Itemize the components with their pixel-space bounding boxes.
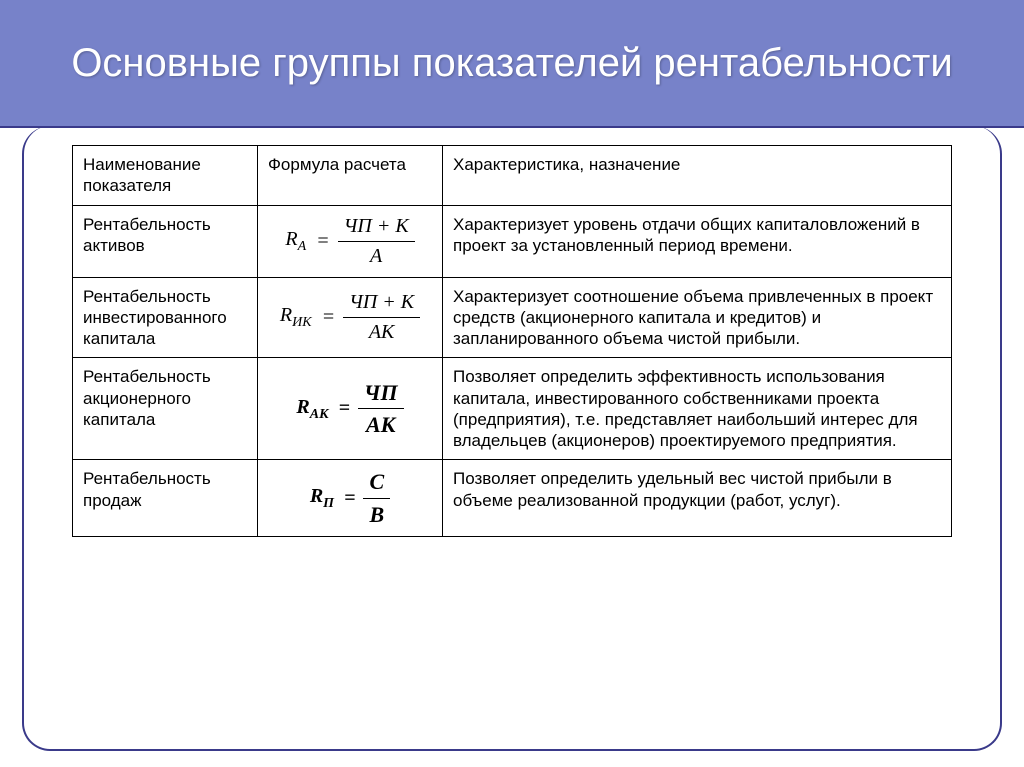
slide-title: Основные группы показателей рентабельнос… (71, 38, 952, 88)
col-header-description: Характеристика, назначение (443, 146, 952, 206)
col-header-formula: Формула расчета (258, 146, 443, 206)
formula-lhs-letter: R (285, 228, 297, 250)
formula-numerator: ЧП + К (338, 214, 415, 242)
table-row: Рентабельность продаж RП = С В Позволяет… (73, 460, 952, 537)
indicator-formula: RA = ЧП + К A (258, 205, 443, 277)
formula-numerator: ЧП + К (343, 290, 420, 318)
formula-denominator: АК (358, 409, 404, 439)
formula-lhs-letter: R (310, 485, 323, 507)
indicator-name: Рентабельность акционерного капитала (73, 358, 258, 460)
indicator-formula: RИК = ЧП + К АК (258, 277, 443, 358)
content-area: Наименование показателя Формула расчета … (72, 145, 952, 537)
indicator-description: Позволяет определить удельный вес чистой… (443, 460, 952, 537)
table-header-row: Наименование показателя Формула расчета … (73, 146, 952, 206)
formula-lhs-letter: R (280, 304, 292, 326)
formula-numerator: С (363, 468, 390, 499)
formula-denominator: В (363, 499, 390, 529)
indicator-name: Рентабельность продаж (73, 460, 258, 537)
formula-lhs-sub: АК (310, 407, 329, 422)
col-header-name: Наименование показателя (73, 146, 258, 206)
indicator-formula: RАК = ЧП АК (258, 358, 443, 460)
formula-lhs-letter: R (296, 396, 309, 418)
indicator-formula: RП = С В (258, 460, 443, 537)
indicator-name: Рентабельность активов (73, 205, 258, 277)
formula-lhs-sub: ИК (292, 315, 311, 330)
indicator-name: Рентабельность инвестированного капитала (73, 277, 258, 358)
table-row: Рентабельность инвестированного капитала… (73, 277, 952, 358)
formula-lhs-sub: A (298, 239, 307, 254)
profitability-table: Наименование показателя Формула расчета … (72, 145, 952, 537)
table-row: Рентабельность акционерного капитала RАК… (73, 358, 952, 460)
formula-lhs-sub: П (323, 496, 334, 511)
indicator-description: Характеризует уровень отдачи общих капит… (443, 205, 952, 277)
formula-numerator: ЧП (358, 379, 404, 410)
indicator-description: Позволяет определить эффективность испол… (443, 358, 952, 460)
formula-denominator: A (338, 242, 415, 269)
formula-denominator: АК (343, 318, 420, 345)
slide-header: Основные группы показателей рентабельнос… (0, 0, 1024, 128)
table-row: Рентабельность активов RA = ЧП + К A Хар… (73, 205, 952, 277)
indicator-description: Характеризует соотношение объема привлеч… (443, 277, 952, 358)
